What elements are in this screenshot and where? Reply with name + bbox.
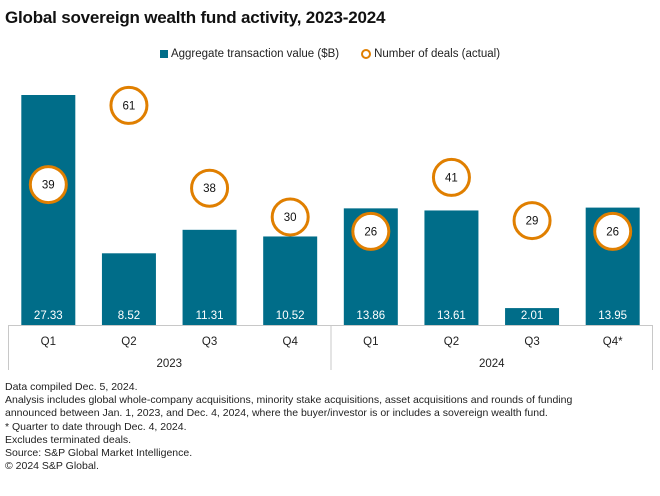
deal-count-marker: [351, 211, 391, 251]
legend-bar-swatch-icon: [159, 50, 168, 58]
deal-count-label: 39: [42, 180, 55, 192]
x-tick-label: Q2: [444, 336, 459, 348]
x-tick-label: Q1: [363, 336, 378, 348]
footnote: Analysis includes global whole-company a…: [5, 394, 573, 407]
deal-count-label: 26: [364, 226, 377, 238]
deal-count-label: 29: [526, 216, 539, 228]
bar: [21, 95, 76, 325]
legend-label: Aggregate transaction value ($B): [170, 48, 340, 60]
bar-value-label: 13.61: [437, 310, 466, 322]
footnote: Data compiled Dec. 5, 2024.: [5, 381, 138, 393]
deal-count-label: 61: [123, 100, 136, 112]
footnotes: Data compiled Dec. 5, 2024. Analysis inc…: [5, 381, 572, 473]
bar: [263, 236, 318, 325]
x-tick-label: Q3: [202, 336, 217, 348]
deal-count-marker: [593, 211, 633, 251]
bar-value-label: 2.01: [521, 310, 543, 322]
bar-value-label: 13.95: [598, 310, 627, 322]
bar-value-label: 8.52: [118, 310, 140, 322]
x-tick-label: Q3: [524, 336, 539, 348]
legend-item-transaction-value: Aggregate transaction value ($B): [159, 48, 340, 60]
deal-count-marker: [431, 157, 471, 197]
bar: [182, 229, 237, 325]
deal-count-label: 30: [284, 212, 297, 224]
x-tick-label: Q1: [41, 336, 56, 348]
bar-value-label: 13.86: [356, 310, 385, 322]
deal-count-marker: [512, 201, 552, 241]
footnote: * Quarter to date through Dec. 4, 2024.: [5, 420, 187, 433]
deal-count-marker: [270, 197, 310, 237]
deal-count-label: 41: [445, 172, 458, 184]
bar: [505, 308, 560, 325]
bar-value-label: 11.31: [196, 310, 224, 322]
footnote: Excludes terminated deals.: [5, 433, 132, 446]
deal-count-label: 26: [606, 226, 619, 238]
deal-count-label: 38: [203, 183, 216, 195]
footnote: announced between Jan. 1, 2023, and Dec.…: [5, 407, 548, 420]
bar-value-label: 10.52: [276, 310, 305, 322]
footnote: © 2024 S&P Global.: [5, 460, 99, 473]
chart-title: Global sovereign wealth fund activity, 2…: [5, 8, 386, 27]
legend-label: Number of deals (actual): [374, 48, 501, 60]
chart-plot: 27.33 8.52 11.31 10.52 13.86 13.61 2.01 13.95 39…: [8, 85, 653, 370]
x-tick-label: Q4*: [603, 336, 623, 348]
bar: [424, 210, 479, 325]
deal-count-marker: [190, 168, 230, 208]
x-tick-label: Q2: [121, 336, 136, 348]
deal-count-marker: [109, 85, 149, 125]
legend-item-deal-count: Number of deals (actual): [361, 48, 500, 60]
x-group-label: 2024: [479, 358, 505, 370]
footnote: Source: S&P Global Market Intelligence.: [5, 447, 193, 460]
bar-value-label: 27.33: [34, 310, 63, 322]
x-group-label: 2023: [156, 358, 182, 370]
legend: Aggregate transaction value ($B) Number …: [0, 48, 660, 60]
bar: [101, 253, 156, 325]
x-tick-label: Q4: [283, 336, 299, 348]
legend-circle-swatch-icon: [361, 49, 372, 59]
deal-count-marker: [28, 165, 68, 205]
